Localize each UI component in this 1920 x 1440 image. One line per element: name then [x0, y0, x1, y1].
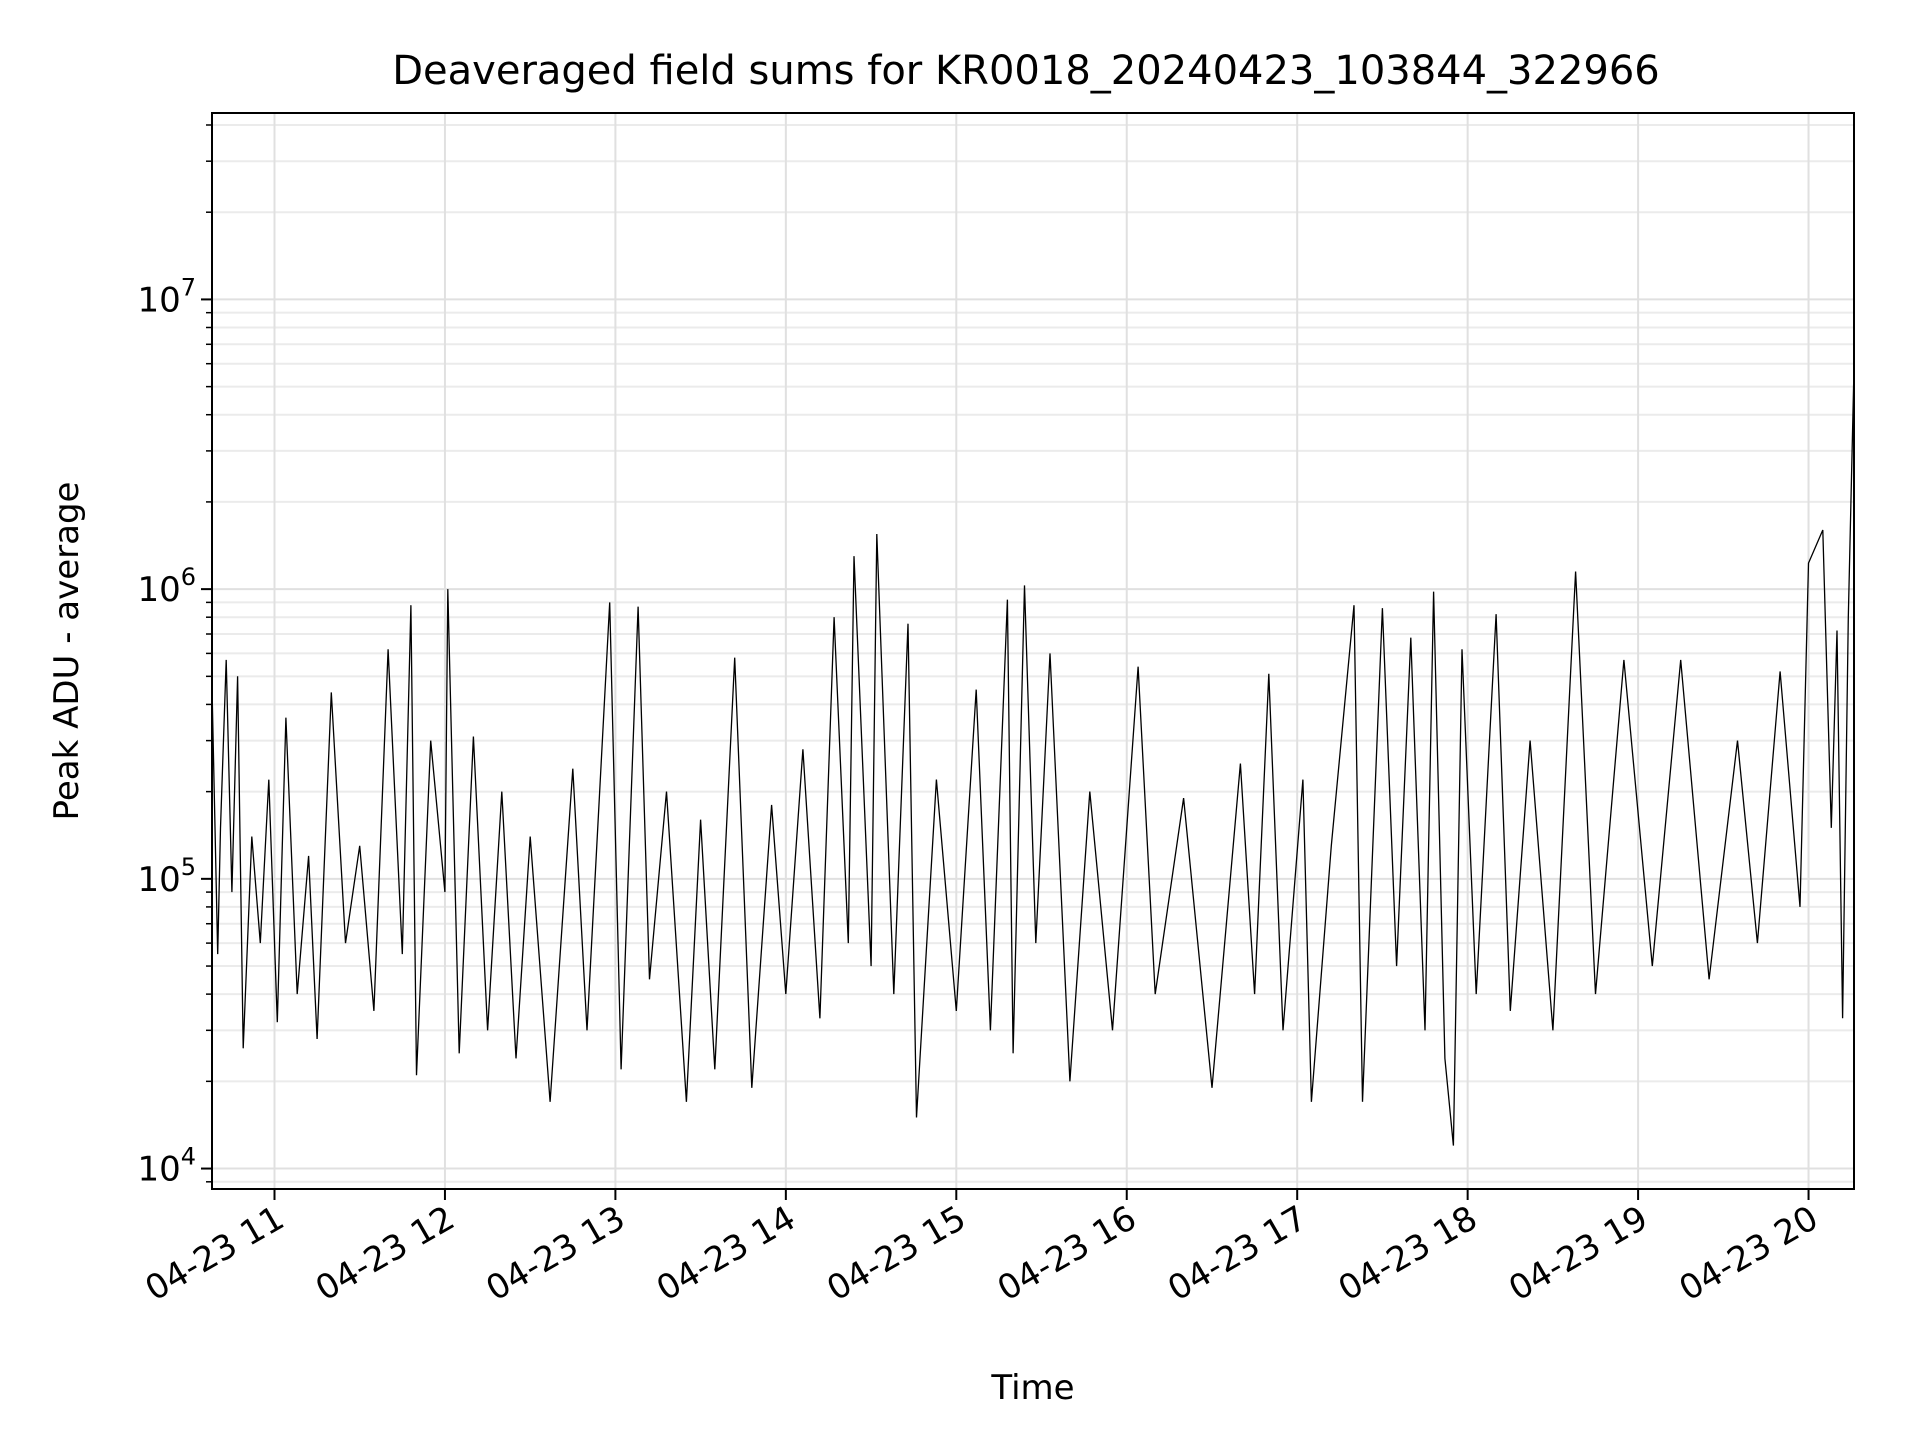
chart-title: Deaveraged field sums for KR0018_2024042…: [392, 48, 1660, 94]
y-axis-label: Peak ADU - average: [47, 482, 87, 821]
y-axis-ticks: 104 105 106 107: [137, 124, 212, 1190]
major-grid: [212, 113, 1854, 1189]
plot-frame: [211, 112, 1855, 1190]
x-axis-label: Time: [990, 1368, 1074, 1408]
y-tick-label: 104: [137, 1143, 196, 1190]
plot-background: [212, 113, 1854, 1189]
y-tick-label: 107: [137, 273, 196, 320]
y-tick-label: 105: [137, 853, 196, 900]
series-line: [212, 367, 1854, 1146]
plot-area: 04-23 11 04-23 12 04-23 13 04-23 14 04-23 15…: [137, 112, 1855, 1309]
minor-grid: [212, 123, 1854, 1183]
series-layer: [212, 367, 1854, 1146]
y-tick-label: 106: [137, 563, 196, 610]
